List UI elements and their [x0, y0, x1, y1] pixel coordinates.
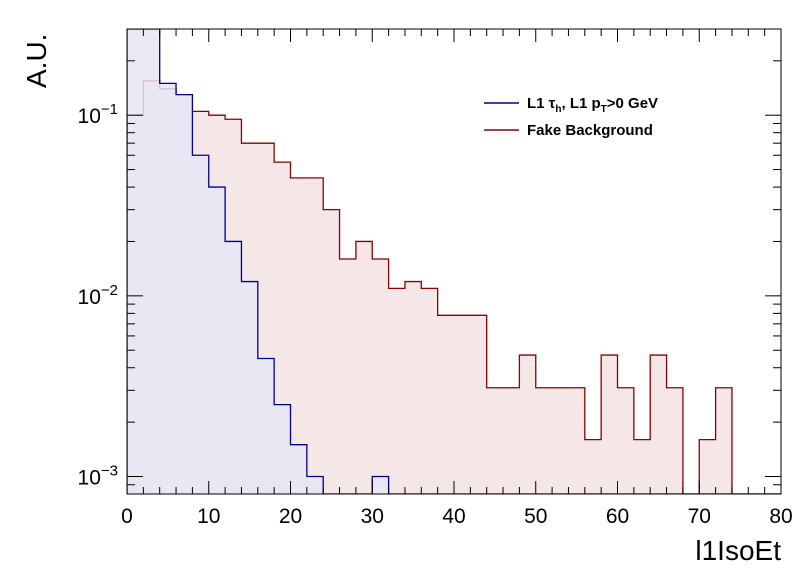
histogram-bin: [192, 155, 208, 494]
histogram-bin: [372, 476, 388, 494]
histogram-bin: [421, 288, 437, 494]
histogram-bin: [650, 355, 666, 494]
legend-item-2: Fake Background: [484, 122, 653, 139]
series-outline: [127, 29, 781, 494]
histogram-bin: [372, 259, 388, 494]
x-tick-label: 20: [279, 505, 302, 528]
x-tick-label: 0: [121, 505, 133, 528]
legend-label: Fake Background: [527, 122, 653, 139]
histogram-bin: [601, 355, 617, 494]
x-tick-label: 80: [769, 505, 792, 528]
series-outline: [127, 80, 781, 494]
y-axis-title: A.U.: [21, 34, 52, 88]
histogram-bin: [160, 83, 176, 494]
series-fill: [127, 29, 781, 494]
histogram-bin: [209, 187, 225, 494]
histogram-bin: [340, 259, 356, 494]
histogram-bin: [176, 95, 192, 494]
histogram-bin: [618, 388, 634, 494]
series-layer: [127, 29, 781, 494]
histogram-bin: [405, 282, 421, 494]
histogram-bin: [323, 210, 339, 494]
histogram-bin: [389, 288, 405, 494]
legend: L1 τh, L1 pT>0 GeV Fake Background: [484, 95, 658, 139]
axis-ticks: [126, 29, 782, 495]
series-2: [127, 29, 781, 494]
histogram-bin: [438, 315, 454, 494]
histogram-bin: [143, 29, 159, 494]
histogram-bin: [258, 358, 274, 494]
histogram-bin: [291, 445, 307, 494]
histogram-bin: [225, 241, 241, 494]
histogram-bin: [470, 315, 486, 494]
histogram-bin: [307, 178, 323, 494]
x-tick-label: 60: [606, 505, 629, 528]
x-tick-label: 10: [197, 505, 220, 528]
histogram-bin: [568, 388, 584, 494]
x-tick-label: 40: [442, 505, 465, 528]
histogram-bin: [716, 388, 732, 494]
y-tick-label: 10−2: [78, 282, 118, 309]
histogram-bin: [241, 282, 257, 494]
legend-label: L1 τh, L1 pT>0 GeV: [527, 95, 658, 115]
histogram-bin: [519, 355, 535, 494]
histogram-bin: [585, 440, 601, 494]
tick-labels: 0 10 20 30 40 50 60 70 80 10−3 10−2 10−1: [78, 101, 793, 528]
x-tick-label: 50: [524, 505, 547, 528]
series-1: [127, 80, 781, 494]
histogram-bin: [667, 388, 683, 494]
histogram-bin: [307, 476, 323, 494]
legend-item-1: L1 τh, L1 pT>0 GeV: [484, 95, 658, 115]
histogram-bin: [127, 29, 143, 494]
x-axis-title: l1IsoEt: [695, 535, 781, 566]
y-tick-label: 10−1: [78, 101, 118, 128]
histogram-bin: [552, 388, 568, 494]
x-tick-label: 70: [688, 505, 711, 528]
histogram-bin: [454, 315, 470, 494]
histogram-bin: [487, 388, 503, 494]
histogram-bin: [274, 405, 290, 494]
series-fill: [127, 80, 781, 494]
y-tick-label: 10−3: [78, 462, 118, 489]
histogram-bin: [356, 241, 372, 494]
histogram-bin: [503, 388, 519, 494]
x-tick-label: 30: [361, 505, 384, 528]
histogram-bin: [634, 440, 650, 494]
histogram-bin: [536, 388, 552, 494]
histogram-bin: [699, 440, 715, 494]
